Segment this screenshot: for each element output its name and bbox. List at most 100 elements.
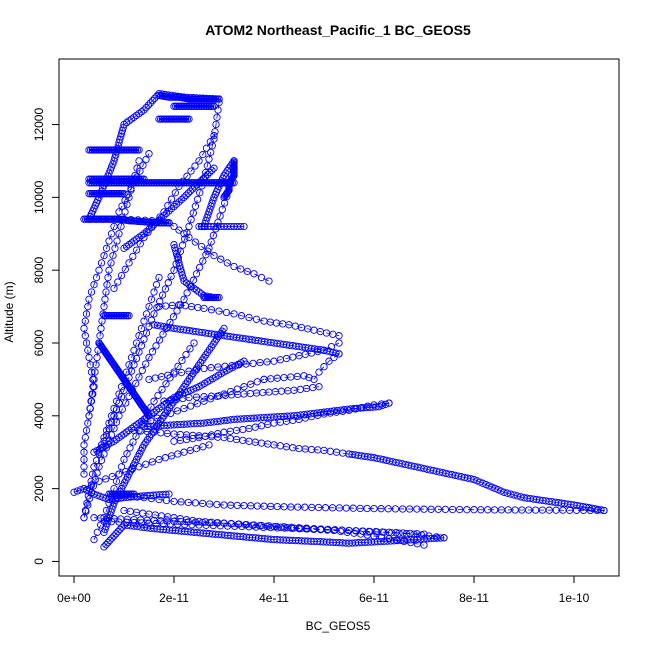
data-point [120,455,128,464]
data-point [191,499,200,507]
data-point [225,186,233,194]
data-point [463,506,471,514]
data-point [121,208,129,216]
data-point [126,384,134,392]
data-point [385,535,393,543]
series-7 [155,301,343,340]
data-point [177,195,186,204]
data-point [102,244,111,252]
data-point [102,541,110,549]
data-point [125,117,133,125]
data-point [84,346,92,354]
x-tick-label: 1e-10 [559,591,590,605]
data-point [120,375,128,384]
data-point [107,431,116,439]
data-point [115,390,123,398]
data-point [301,503,309,511]
data-point [88,390,96,398]
data-point [140,415,148,424]
data-point [115,368,123,376]
data-point [112,397,121,405]
data-point [193,195,202,204]
data-point [164,279,172,287]
data-point [237,222,245,231]
data-point [143,409,151,418]
data-point [184,518,192,526]
data-point [127,115,136,123]
data-point [392,529,400,537]
data-point [81,332,89,340]
data-point [384,505,392,513]
data-point [117,222,125,231]
data-point [129,438,137,446]
data-point [114,367,122,375]
data-point [112,435,121,444]
data-point [180,193,188,202]
data-point [137,519,146,527]
data-point [82,507,90,516]
data-point [377,400,386,408]
data-point [158,291,167,299]
data-point [107,412,116,420]
data-point [160,322,168,331]
data-point [500,488,508,496]
data-point [159,330,167,338]
data-point [142,227,151,236]
data-point [100,433,108,442]
dense-segment-5 [170,102,218,110]
data-point [122,428,131,436]
data-point [84,302,92,311]
series-14 [130,426,353,458]
data-point [95,463,103,471]
x-tick-label: 8e-11 [459,591,489,605]
y-tick-label: 6000 [32,329,46,356]
data-point [110,284,118,293]
data-point [257,273,266,282]
data-point [132,432,140,440]
series-20 [90,514,428,549]
data-point [148,96,157,105]
data-point [227,387,235,396]
series-line [93,517,425,546]
data-point [223,188,231,197]
data-point [204,247,212,255]
data-point [117,432,126,440]
data-point [127,385,135,393]
data-point [427,505,435,513]
series-29 [80,441,213,493]
data-point [125,241,133,249]
x-tick-label: 4e-11 [259,591,289,605]
data-point [145,412,153,420]
data-point [448,505,457,514]
data-point [185,222,193,231]
data-point [170,266,178,274]
data-point [116,525,124,534]
dense-segment-7 [155,91,223,103]
data-point [82,426,91,435]
data-point [220,519,228,527]
data-point [597,506,605,514]
data-point [121,376,129,385]
data-point [173,407,181,415]
data-point [120,190,128,198]
data-point [118,405,126,413]
data-point [260,375,268,384]
series-30 [90,357,248,456]
data-point [142,460,150,468]
data-point [377,533,386,541]
data-point [136,398,144,407]
data-point [107,259,115,267]
data-point [160,401,168,409]
data-point [101,347,109,356]
data-point [81,433,89,442]
data-point [137,401,146,409]
data-point [456,505,464,514]
data-point [229,173,237,181]
data-point [593,506,601,515]
data-point [135,463,143,471]
data-point [139,403,147,411]
data-point [200,393,208,401]
data-point [132,379,140,388]
data-point [234,520,242,528]
data-point [167,272,175,281]
